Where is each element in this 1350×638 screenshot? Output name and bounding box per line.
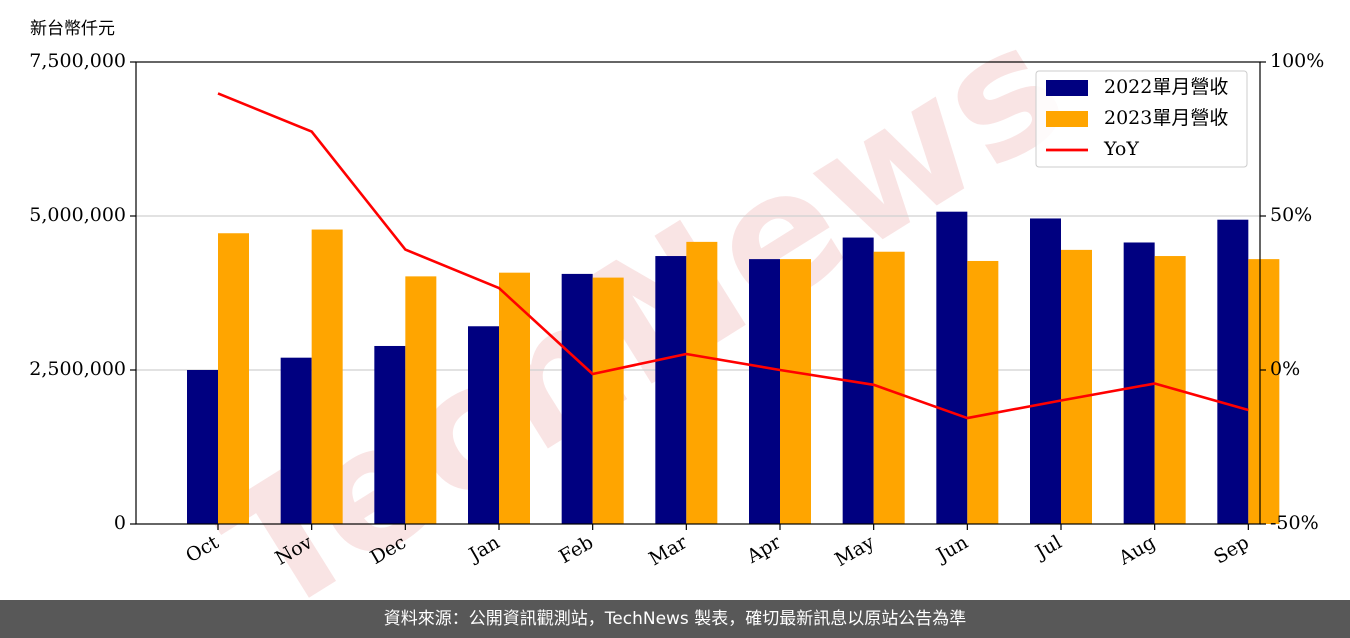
y-right-tick-label: -50% <box>1270 512 1319 534</box>
bar-2022 <box>936 211 968 525</box>
bar-2023 <box>780 259 811 524</box>
bar-2022 <box>468 326 499 524</box>
y-left-tick-label: 2,500,000 <box>29 358 126 380</box>
bar-2023 <box>499 272 530 524</box>
chart-svg: TechNews02,500,0005,000,0007,500,000-50%… <box>29 0 1324 600</box>
plot-frame <box>135 61 1261 525</box>
bar-2023 <box>592 277 624 524</box>
bar-2022 <box>655 256 687 524</box>
legend-entry-2023-swatch <box>1046 111 1088 127</box>
bar-2023 <box>686 241 718 524</box>
bar-2023 <box>1248 259 1280 524</box>
bar-2022 <box>749 259 780 524</box>
x-tick-label: Sep <box>1210 531 1253 568</box>
legend-entry-2022-label: 2022單月營收 <box>1104 76 1228 98</box>
bar-2023 <box>873 251 905 524</box>
bar-2023 <box>405 276 437 524</box>
bar-2022 <box>280 357 312 524</box>
chart: 新台幣仟元 TechNews 0 2,500,000 5,000,000 7,500,0… <box>29 0 1324 600</box>
bar-2022 <box>374 345 406 524</box>
bar-2022 <box>1030 218 1061 525</box>
legend-entry-yoy-label: YoY <box>1103 138 1139 160</box>
y-right-tick-label: 50% <box>1270 204 1312 226</box>
bar-2023 <box>967 260 999 524</box>
bar-2022 <box>187 370 218 524</box>
x-tick-label: Apr <box>742 531 785 568</box>
x-tick-label: Mar <box>645 531 691 570</box>
legend-entry-2023-label: 2023單月營收 <box>1104 107 1228 129</box>
y-left-tick-label: 7,500,000 <box>29 50 126 72</box>
y-right-tick-label: 100% <box>1270 50 1324 72</box>
bar-2023 <box>1061 249 1092 524</box>
yoy-line <box>217 92 1249 420</box>
x-tick-label: Aug <box>1114 531 1159 570</box>
legend-entry-2022-swatch <box>1046 80 1088 96</box>
bar-2023 <box>218 233 249 525</box>
y-right-tick-label: 0% <box>1270 358 1300 380</box>
bar-2022 <box>561 273 593 524</box>
y-left-tick-label: 0 <box>114 512 126 534</box>
x-tick-label: Jun <box>931 531 972 567</box>
x-tick-label: Feb <box>555 531 597 568</box>
x-tick-label: May <box>831 531 878 571</box>
y-left-tick-label: 5,000,000 <box>29 204 126 226</box>
bar-2023 <box>311 229 343 524</box>
x-tick-label: Oct <box>182 531 223 567</box>
y-axis-unit-label: 新台幣仟元 <box>30 19 115 39</box>
bar-2022 <box>1217 219 1249 525</box>
source-footer: 資料來源：公開資訊觀測站，TechNews 製表，確切最新訊息以原站公告為準 <box>0 600 1350 638</box>
x-tick-label: Jul <box>1030 531 1065 564</box>
legend-box <box>1035 70 1248 168</box>
